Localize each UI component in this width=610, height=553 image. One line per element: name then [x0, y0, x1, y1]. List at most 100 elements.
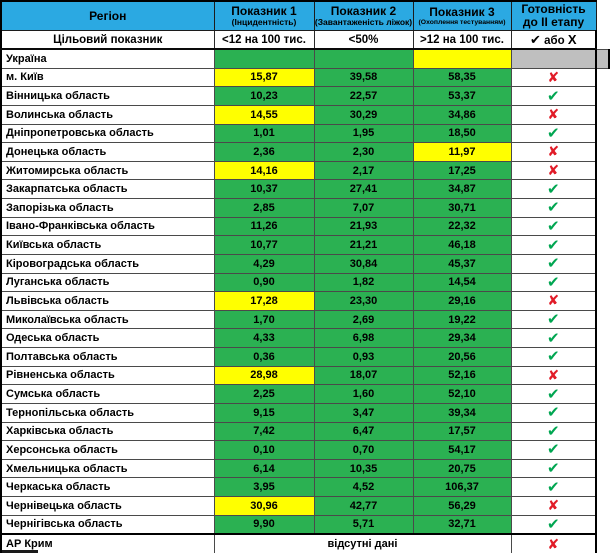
readiness-cell[interactable]: ✘ — [510, 365, 597, 386]
region-cell[interactable]: АР Крим — [0, 533, 215, 553]
indicator1-cell[interactable]: 11,26 — [213, 216, 315, 237]
readiness-cell[interactable]: ✔ — [510, 123, 597, 144]
indicator1-cell[interactable]: 10,37 — [213, 179, 315, 199]
indicator2-cell[interactable]: 7,07 — [313, 198, 414, 218]
readiness-cell[interactable]: ✘ — [510, 533, 597, 553]
indicator2-cell[interactable]: 4,52 — [313, 477, 414, 497]
region-cell[interactable]: Херсонська область — [0, 440, 215, 460]
target-value-indicator3[interactable]: >12 на 100 тис. — [412, 30, 512, 50]
readiness-cell[interactable]: ✔ — [510, 309, 597, 330]
target-readiness-legend[interactable]: ✔ або X — [510, 30, 597, 50]
indicator3-cell[interactable]: 19,22 — [412, 309, 512, 330]
region-cell[interactable]: Київська область — [0, 235, 215, 255]
region-cell[interactable]: Чернігівська область — [0, 514, 215, 536]
indicator1-cell[interactable]: 9,90 — [213, 514, 315, 536]
indicator1-cell[interactable]: 14,55 — [213, 104, 315, 125]
region-cell[interactable]: Житомирська область — [0, 160, 215, 181]
region-cell[interactable]: Вінницька область — [0, 86, 215, 106]
column-header-readiness[interactable]: Готовність до ІІ етапу — [510, 0, 597, 31]
indicator3-cell[interactable]: 14,54 — [412, 272, 512, 293]
readiness-cell[interactable]: ✔ — [510, 347, 597, 367]
indicator2-cell[interactable]: 10,35 — [313, 458, 414, 479]
indicator1-cell[interactable]: 0,90 — [213, 272, 315, 293]
indicator2-cell[interactable]: 6,47 — [313, 421, 414, 442]
indicator2-cell[interactable]: 21,93 — [313, 216, 414, 237]
indicator3-cell[interactable]: 32,71 — [412, 514, 512, 536]
indicator3-cell[interactable]: 106,37 — [412, 477, 512, 497]
indicator1-cell[interactable]: 28,98 — [213, 365, 315, 386]
indicator1-cell[interactable]: 15,87 — [213, 67, 315, 88]
readiness-cell[interactable]: ✔ — [510, 477, 597, 497]
missing-data-cell[interactable]: відсутні дані — [213, 533, 512, 553]
region-cell[interactable]: Волинська область — [0, 104, 215, 125]
target-row-label[interactable]: Цільовий показник — [0, 30, 215, 50]
indicator2-cell[interactable]: 23,30 — [313, 291, 414, 311]
region-cell[interactable]: Харківська область — [0, 421, 215, 442]
region-cell[interactable]: Запорізька область — [0, 198, 215, 218]
region-cell[interactable]: Івано-Франківська область — [0, 216, 215, 237]
region-cell[interactable]: Тернопільська область — [0, 402, 215, 423]
readiness-cell[interactable]: ✔ — [510, 235, 597, 255]
indicator3-cell[interactable]: 52,16 — [412, 365, 512, 386]
region-cell[interactable]: Сумська область — [0, 384, 215, 404]
indicator3-cell[interactable]: 45,37 — [412, 253, 512, 274]
indicator3-cell[interactable]: 53,37 — [412, 86, 512, 106]
indicator1-cell[interactable]: 30,96 — [213, 496, 315, 516]
indicator1-cell[interactable]: 0,10 — [213, 440, 315, 460]
indicator1-cell[interactable]: 4,33 — [213, 328, 315, 348]
region-cell[interactable]: Кіровоградська область — [0, 253, 215, 274]
region-cell[interactable]: Черкаська область — [0, 477, 215, 497]
indicator1-cell[interactable]: 0,36 — [213, 347, 315, 367]
region-cell[interactable]: Донецька область — [0, 142, 215, 162]
indicator1-cell[interactable]: 2,85 — [213, 198, 315, 218]
readiness-cell[interactable]: ✔ — [510, 514, 597, 536]
column-header-indicator2[interactable]: Показник 2 (Завантаженість ліжок) — [313, 0, 414, 31]
indicator2-cell[interactable]: 27,41 — [313, 179, 414, 199]
indicator1-cell[interactable]: 7,42 — [213, 421, 315, 442]
readiness-cell[interactable]: ✔ — [510, 86, 597, 106]
indicator3-cell[interactable] — [412, 48, 512, 69]
indicator3-cell[interactable]: 30,71 — [412, 198, 512, 218]
indicator3-cell[interactable]: 52,10 — [412, 384, 512, 404]
indicator2-cell[interactable]: 18,07 — [313, 365, 414, 386]
indicator2-cell[interactable]: 2,17 — [313, 160, 414, 181]
column-header-region[interactable]: Регіон — [0, 0, 215, 31]
indicator1-cell[interactable]: 2,36 — [213, 142, 315, 162]
indicator2-cell[interactable]: 6,98 — [313, 328, 414, 348]
readiness-cell[interactable]: ✘ — [510, 142, 597, 162]
readiness-cell[interactable]: ✔ — [510, 328, 597, 348]
column-header-indicator3[interactable]: Показник 3 (Охоплення тестуванням) — [412, 0, 512, 31]
region-cell[interactable]: Україна — [0, 48, 215, 69]
indicator3-cell[interactable]: 20,75 — [412, 458, 512, 479]
indicator1-cell[interactable]: 17,28 — [213, 291, 315, 311]
indicator3-cell[interactable]: 34,87 — [412, 179, 512, 199]
column-header-indicator1[interactable]: Показник 1 (Інцидентність) — [213, 0, 315, 31]
indicator3-cell[interactable]: 17,25 — [412, 160, 512, 181]
indicator2-cell[interactable]: 21,21 — [313, 235, 414, 255]
region-cell[interactable]: Рівненська область — [0, 365, 215, 386]
region-cell[interactable]: м. Київ — [0, 67, 215, 88]
readiness-cell[interactable] — [510, 48, 597, 69]
readiness-cell[interactable]: ✘ — [510, 291, 597, 311]
indicator2-cell[interactable]: 42,77 — [313, 496, 414, 516]
indicator3-cell[interactable]: 34,86 — [412, 104, 512, 125]
indicator2-cell[interactable]: 0,70 — [313, 440, 414, 460]
indicator2-cell[interactable]: 0,93 — [313, 347, 414, 367]
indicator1-cell[interactable]: 1,01 — [213, 123, 315, 144]
indicator1-cell[interactable]: 10,23 — [213, 86, 315, 106]
indicator2-cell[interactable]: 3,47 — [313, 402, 414, 423]
indicator1-cell[interactable] — [213, 48, 315, 69]
readiness-cell[interactable]: ✔ — [510, 198, 597, 218]
region-cell[interactable]: Луганська область — [0, 272, 215, 293]
indicator2-cell[interactable]: 1,82 — [313, 272, 414, 293]
readiness-cell[interactable]: ✔ — [510, 216, 597, 237]
readiness-cell[interactable]: ✔ — [510, 179, 597, 199]
indicator2-cell[interactable]: 1,60 — [313, 384, 414, 404]
indicator3-cell[interactable]: 58,35 — [412, 67, 512, 88]
target-value-indicator2[interactable]: <50% — [313, 30, 414, 50]
readiness-cell[interactable]: ✘ — [510, 160, 597, 181]
indicator1-cell[interactable]: 2,25 — [213, 384, 315, 404]
region-cell[interactable]: Дніпропетровська область — [0, 123, 215, 144]
indicator1-cell[interactable]: 10,77 — [213, 235, 315, 255]
indicator3-cell[interactable]: 29,16 — [412, 291, 512, 311]
